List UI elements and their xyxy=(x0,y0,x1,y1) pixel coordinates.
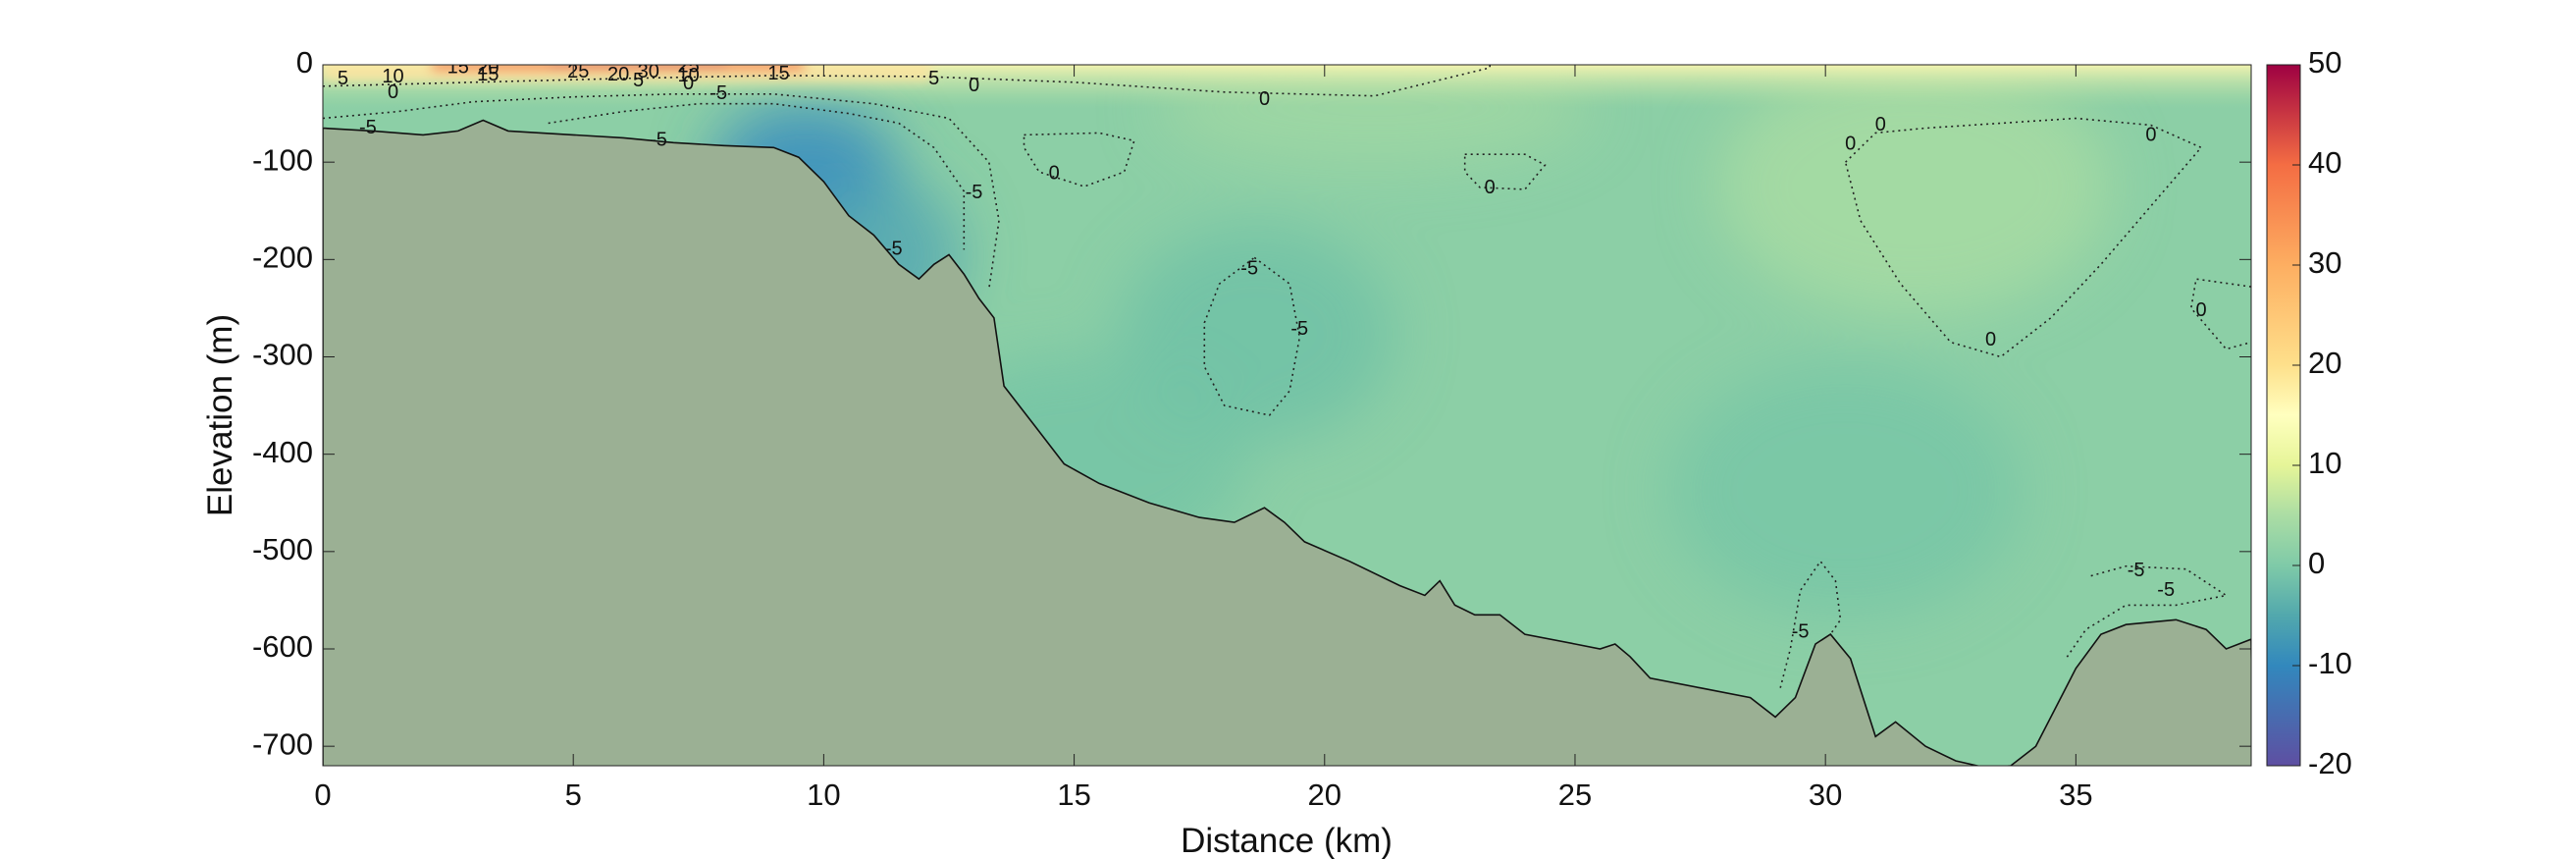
y-tick-label: -300 xyxy=(252,338,313,372)
contour-label: 0 xyxy=(1049,162,1060,184)
contour-label: 25 xyxy=(567,61,589,82)
y-tick-label: -500 xyxy=(252,532,313,566)
contour-label: 0 xyxy=(1985,329,1996,350)
hottest-surface-band xyxy=(550,65,726,67)
colorbar-tick-label: -10 xyxy=(2308,646,2352,680)
contour-label: -5 xyxy=(2157,579,2175,601)
contour-line xyxy=(323,93,1000,290)
contour-label: 5 xyxy=(928,68,939,89)
colorbar-tick-label: 50 xyxy=(2308,45,2341,80)
contour-label: -5 xyxy=(1290,318,1308,340)
colorbar-tick-label: 30 xyxy=(2308,245,2341,280)
contour-label: -5 xyxy=(2128,560,2145,581)
contour-label: -5 xyxy=(885,239,903,260)
x-tick-label: 25 xyxy=(1558,778,1592,812)
x-tick-label: 35 xyxy=(2059,778,2092,812)
y-tick-label: -100 xyxy=(252,142,313,177)
contour-label: -5 xyxy=(650,130,667,151)
contour-label: -5 xyxy=(966,182,983,203)
colorbar: 50 40 30 20 10 0 -10 -20 xyxy=(2266,45,2352,780)
contour-label: 0 xyxy=(1845,134,1856,155)
contour-label: 5 xyxy=(338,68,348,89)
colorbar-tick-label: 20 xyxy=(2308,346,2341,380)
hot-surface-band xyxy=(432,65,805,71)
contour-label: -5 xyxy=(1792,620,1810,642)
contour-line xyxy=(2189,278,2251,350)
contour-label: 5 xyxy=(633,70,644,91)
colorbar-tick-label: -20 xyxy=(2308,746,2352,780)
y-tick-label: -400 xyxy=(252,435,313,469)
contour-label: 0 xyxy=(683,73,694,94)
contour-label: 15 xyxy=(447,56,469,78)
contour-label: -5 xyxy=(359,117,377,138)
contour-label: 25 xyxy=(677,55,699,77)
cool-patch-east xyxy=(1668,363,2022,618)
contour-label: 30 xyxy=(638,61,659,82)
x-tick-label: 0 xyxy=(314,778,331,812)
colorbar-tick-label: 0 xyxy=(2308,546,2325,580)
contour-label: 0 xyxy=(2195,299,2206,321)
contour-line xyxy=(323,65,1491,97)
contour-label: 0 xyxy=(1259,88,1270,110)
contour-label: 15 xyxy=(767,63,789,84)
y-tick-label: 0 xyxy=(296,45,313,80)
x-tick-label: 30 xyxy=(1809,778,1842,812)
contour-label: 0 xyxy=(2145,125,2156,146)
y-tick-label: -200 xyxy=(252,241,313,275)
contour-label: 10 xyxy=(677,65,699,86)
x-tick-label: 15 xyxy=(1057,778,1090,812)
contour-line xyxy=(548,102,966,250)
contour-label: 10 xyxy=(382,66,403,87)
y-tick-label: -600 xyxy=(252,629,313,664)
contour-label: 0 xyxy=(969,75,979,96)
x-axis: 0 5 10 15 20 25 30 35 xyxy=(314,65,2093,812)
colorbar-bar xyxy=(2266,64,2301,767)
y-tick-label: -700 xyxy=(252,726,313,761)
x-tick-label: 10 xyxy=(807,778,840,812)
surface-warm-layer xyxy=(323,65,931,81)
plot-frame xyxy=(322,64,2252,767)
contour-line xyxy=(1023,132,1135,188)
contour-label: 15 xyxy=(477,64,499,85)
colorbar-tick-label: 40 xyxy=(2308,145,2341,180)
y-axis: 0-100-200-300-400-500-600-700 xyxy=(252,45,2251,761)
contour-line xyxy=(1463,153,1547,190)
contour-line xyxy=(1203,256,1301,416)
x-axis-title: Distance (km) xyxy=(1181,822,1393,859)
colorbar-tick-label: 10 xyxy=(2308,446,2341,480)
contour-label: 20 xyxy=(607,64,629,85)
x-tick-label: 20 xyxy=(1308,778,1341,812)
contour-label: -5 xyxy=(1240,258,1258,280)
contour-label: 0 xyxy=(1875,114,1886,135)
contour-label: -5 xyxy=(710,82,727,104)
contour-line xyxy=(1844,117,2203,358)
contour-lines xyxy=(323,65,2251,688)
contour-label: 0 xyxy=(1485,177,1496,198)
contour-label: 20 xyxy=(477,57,499,79)
contour-label: 0 xyxy=(388,81,398,103)
x-tick-label: 5 xyxy=(565,778,582,812)
colorbar-ticks: 50 40 30 20 10 0 -10 -20 xyxy=(2292,45,2352,780)
y-axis-title: Elevation (m) xyxy=(201,314,239,516)
warm-patch-east xyxy=(1717,65,2110,314)
